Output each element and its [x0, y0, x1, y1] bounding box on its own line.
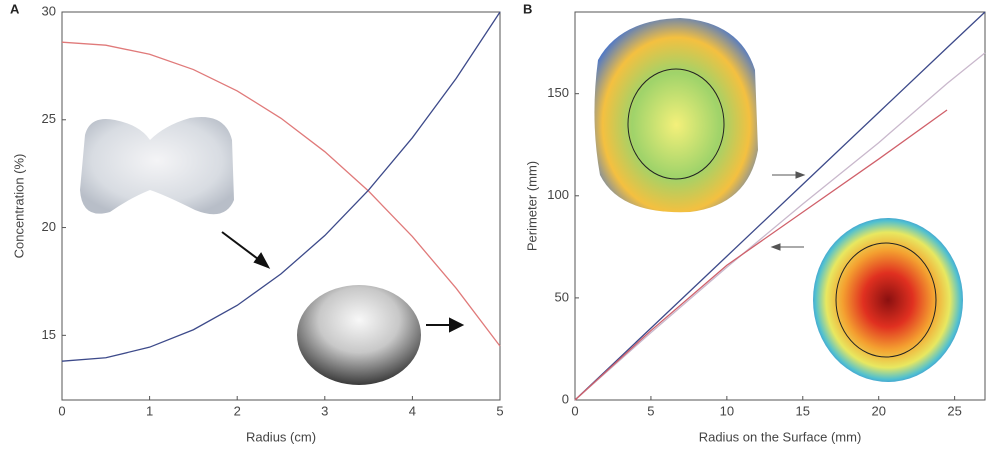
x-tick-label: 5: [496, 403, 503, 418]
heatmap: [594, 18, 758, 212]
arrows: [772, 172, 804, 250]
panel-label: A: [10, 1, 20, 16]
x-tick-label: 2: [234, 403, 241, 418]
x-axis-label: Radius on the Surface (mm): [699, 429, 862, 444]
x-tick-label: 20: [871, 403, 885, 418]
x-tick-label: 15: [796, 403, 810, 418]
x-tick-label: 10: [720, 403, 734, 418]
y-axis-label: Perimeter (mm): [524, 161, 539, 251]
y-tick-label: 20: [42, 219, 56, 234]
gel-photo: [80, 117, 234, 214]
gel-photo: [297, 285, 421, 385]
y-tick-label: 25: [42, 111, 56, 126]
plot-frame: [62, 12, 500, 400]
x-tick-label: 3: [321, 403, 328, 418]
y-tick-label: 15: [42, 327, 56, 342]
figure: 0 1 2 3 4 5 15 20 25 30 Radius (cm) Concentration (…: [0, 0, 989, 456]
panel-label: B: [523, 1, 532, 16]
x-tick-label: 0: [571, 403, 578, 418]
x-tick-label: 1: [146, 403, 153, 418]
y-axis-label: Concentration (%): [11, 154, 26, 259]
x-tick-label: 0: [58, 403, 65, 418]
y-tick-label: 0: [562, 391, 569, 406]
x-tick-label: 4: [409, 403, 416, 418]
x-tick-label: 25: [947, 403, 961, 418]
y-tick-label: 100: [547, 187, 569, 202]
x-tick-label: 5: [647, 403, 654, 418]
y-tick-label: 50: [555, 289, 569, 304]
y-tick-label: 150: [547, 85, 569, 100]
x-axis-label: Radius (cm): [246, 429, 316, 444]
y-tick-label: 30: [42, 3, 56, 18]
inset-images: [80, 18, 963, 385]
